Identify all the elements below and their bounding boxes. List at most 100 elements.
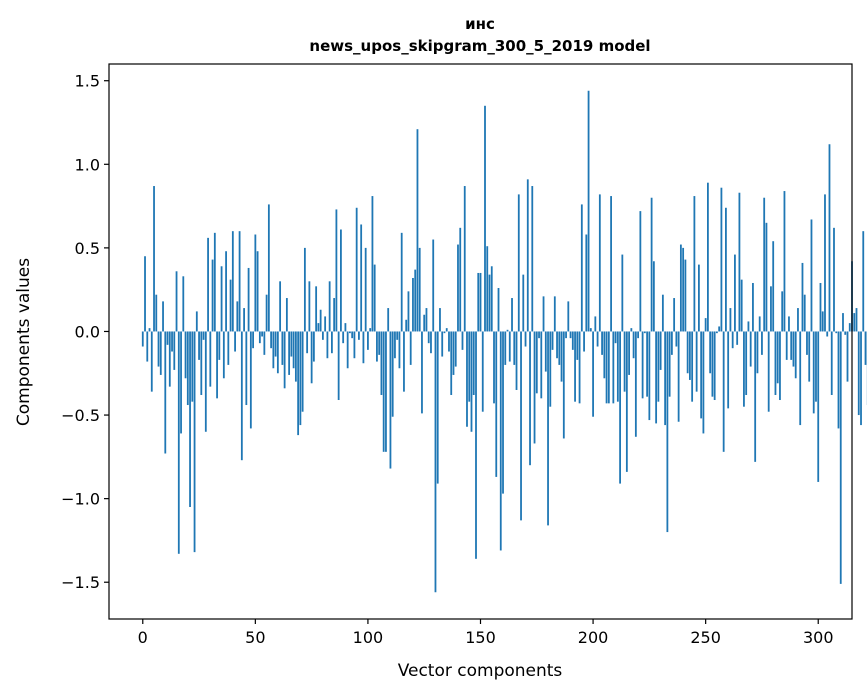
- bar-158: [497, 288, 500, 332]
- bar-189: [567, 301, 570, 332]
- bar-254: [713, 331, 716, 401]
- bar-66: [290, 331, 293, 357]
- bar-108: [385, 331, 387, 452]
- bar-184: [556, 331, 558, 359]
- x-tick-label: 150: [465, 628, 496, 647]
- bar-265: [738, 192, 741, 332]
- bar-107: [382, 331, 385, 452]
- bar-70: [299, 331, 302, 426]
- bar-20: [186, 331, 189, 406]
- bar-232: [664, 331, 667, 426]
- bar-171: [526, 179, 529, 332]
- bar-274: [758, 316, 761, 332]
- bar-109: [387, 308, 390, 332]
- bar-233: [666, 331, 669, 533]
- bar-316: [853, 313, 856, 332]
- bar-172: [529, 331, 531, 466]
- bar-239: [679, 244, 682, 332]
- bar-264: [736, 331, 739, 345]
- bar-165: [513, 331, 516, 365]
- bar-84: [331, 331, 333, 354]
- bar-25: [198, 331, 200, 360]
- bar-88: [340, 229, 342, 332]
- y-tick-label: −1.5: [61, 573, 100, 592]
- bar-146: [470, 331, 473, 432]
- x-axis: 0 50 100 150 200 250 300: [138, 619, 834, 647]
- bar-210: [614, 331, 617, 344]
- bar-155: [490, 266, 493, 332]
- x-tick-label: 0: [138, 628, 148, 647]
- bar-201: [594, 316, 597, 332]
- bar-117: [405, 319, 408, 332]
- bar-313: [846, 331, 849, 382]
- bar-251: [707, 182, 709, 332]
- bar-166: [515, 331, 518, 390]
- bar-23: [193, 331, 196, 553]
- bars-group: [141, 90, 867, 593]
- bar-317: [855, 308, 858, 332]
- bar-58: [272, 331, 275, 369]
- bar-92: [349, 331, 351, 334]
- bar-41: [234, 331, 236, 352]
- bar-163: [508, 331, 511, 362]
- bar-224: [646, 331, 649, 397]
- bar-118: [407, 291, 410, 332]
- x-tick-label: 50: [245, 628, 265, 647]
- bar-59: [274, 331, 277, 357]
- bar-114: [398, 331, 401, 369]
- bar-36: [222, 331, 225, 379]
- bar-217: [630, 328, 633, 332]
- bar-153: [486, 246, 489, 332]
- bar-244: [691, 331, 694, 402]
- bar-139: [454, 331, 457, 367]
- bar-9: [162, 301, 164, 332]
- bar-236: [673, 298, 676, 332]
- bar-160: [502, 331, 504, 494]
- y-tick-label: 1.0: [75, 155, 100, 174]
- bar-169: [522, 274, 525, 332]
- bar-22: [191, 331, 194, 402]
- bar-195: [580, 204, 583, 332]
- bar-81: [324, 316, 327, 332]
- bar-90: [344, 323, 347, 332]
- bar-125: [423, 314, 426, 332]
- y-axis-label: Components values: [14, 258, 34, 426]
- bar-136: [448, 331, 450, 352]
- bar-303: [824, 194, 826, 332]
- bar-222: [641, 331, 644, 399]
- bar-214: [623, 331, 626, 392]
- bar-237: [675, 331, 678, 347]
- bar-17: [180, 331, 182, 434]
- bar-275: [761, 331, 763, 355]
- bar-94: [353, 331, 356, 359]
- bar-55: [265, 294, 268, 332]
- bar-320: [862, 231, 865, 332]
- bar-73: [306, 331, 309, 354]
- bar-87: [337, 331, 340, 401]
- bar-257: [720, 187, 723, 332]
- bar-34: [218, 331, 221, 360]
- bar-63: [283, 331, 286, 389]
- plot-frame: [108, 63, 853, 620]
- bar-299: [815, 331, 817, 402]
- bar-144: [466, 331, 468, 427]
- bar-46: [245, 331, 248, 406]
- bar-267: [743, 331, 745, 407]
- bar-21: [189, 331, 191, 507]
- x-axis-label: Vector components: [398, 661, 563, 681]
- chart-subtitle: news_upos_skipgram_300_5_2019 model: [309, 37, 650, 55]
- bar-154: [488, 274, 491, 332]
- bar-220: [637, 331, 640, 339]
- bar-287: [788, 316, 790, 332]
- bar-54: [263, 331, 266, 355]
- bar-227: [652, 261, 655, 332]
- bar-10: [164, 331, 167, 454]
- bar-162: [506, 329, 509, 332]
- y-tick-label: −1.0: [61, 490, 100, 509]
- bar-168: [520, 331, 522, 521]
- x-tick-label: 250: [690, 628, 721, 647]
- bar-252: [709, 331, 712, 374]
- bar-7: [157, 331, 160, 367]
- bar-281: [774, 331, 777, 395]
